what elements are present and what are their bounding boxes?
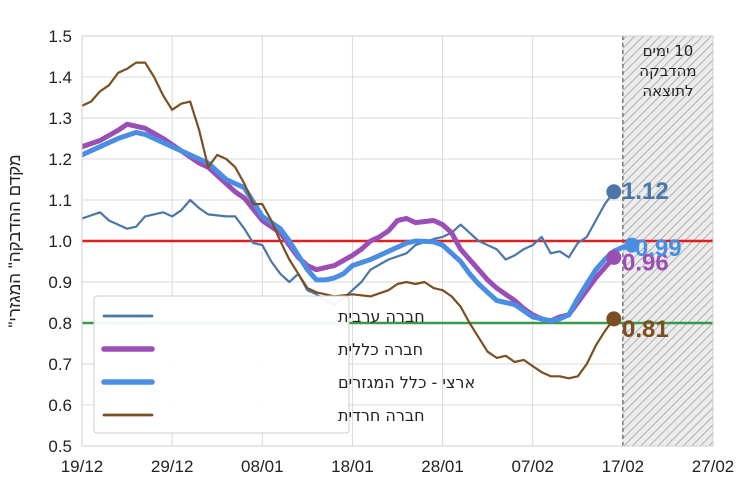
plot-frame [81, 35, 714, 447]
series-layer [82, 61, 635, 380]
legend: חברה ערבית חברה כללית ארצי - כלל המגזרים חב… [93, 295, 475, 434]
x-tick-label: 29/12 [151, 457, 194, 476]
region-note-line: מהדבקה [639, 62, 696, 80]
x-tick-label: 27/02 [692, 457, 735, 476]
x-tick-label: 07/02 [511, 457, 554, 476]
x-tick-label: 19/12 [61, 457, 104, 476]
x-tick-label: 28/01 [421, 457, 464, 476]
series-end-label: 0.81 [622, 316, 669, 343]
region-note-line: 10 ימים [643, 42, 694, 60]
legend-label: ארצי - כלל המגזרים [338, 373, 475, 392]
x-tick-label: 08/01 [241, 457, 284, 476]
y-tick-label: 0.5 [48, 437, 72, 456]
y-tick-label: 1.1 [48, 191, 72, 210]
series-end-marker [624, 237, 640, 253]
shaded-region-note: 10 ימים מהדבקה לתוצאה [639, 42, 696, 100]
series-end-marker [606, 184, 622, 200]
y-tick-label: 0.6 [48, 396, 72, 415]
series-end-markers: 1.12 0.960.99 0.81 [606, 178, 682, 343]
series-line [82, 129, 635, 324]
x-tick-label: 17/02 [602, 457, 645, 476]
y-tick-labels: 0.5 0.6 0.7 0.8 0.9 1.0 1.1 1.2 1.3 1.4 1.5 [48, 27, 72, 456]
y-tick-label: 0.9 [48, 273, 72, 292]
y-tick-label: 1.2 [48, 150, 72, 169]
y-tick-label: 1.5 [48, 27, 72, 46]
series-end-label: 1.12 [622, 178, 669, 205]
series-end-marker [606, 311, 622, 327]
legend-label: חברה כללית [338, 340, 423, 359]
x-tick-labels: 19/12 29/12 08/01 18/01 28/01 07/02 17/02 27/02 [61, 457, 735, 476]
legend-label: חברה ערבית [338, 307, 425, 326]
y-tick-label: 1.3 [48, 109, 72, 128]
series-end-label: 0.99 [635, 235, 682, 262]
series-line [82, 121, 617, 324]
y-axis-label: "מקדם ההדבקה" המגזרי [5, 154, 24, 327]
x-tick-label: 18/01 [331, 457, 374, 476]
series-end-label: 0.96 [622, 249, 669, 276]
y-tick-label: 0.8 [48, 314, 72, 333]
region-note-line: לתוצאה [642, 82, 693, 100]
y-tick-label: 0.7 [48, 355, 72, 374]
legend-label: חברה חרדית [338, 406, 425, 425]
y-tick-label: 1.0 [48, 232, 72, 251]
y-tick-label: 1.4 [48, 68, 72, 87]
series-line [82, 190, 615, 306]
legend-box [93, 295, 350, 434]
series-end-marker [606, 249, 622, 265]
